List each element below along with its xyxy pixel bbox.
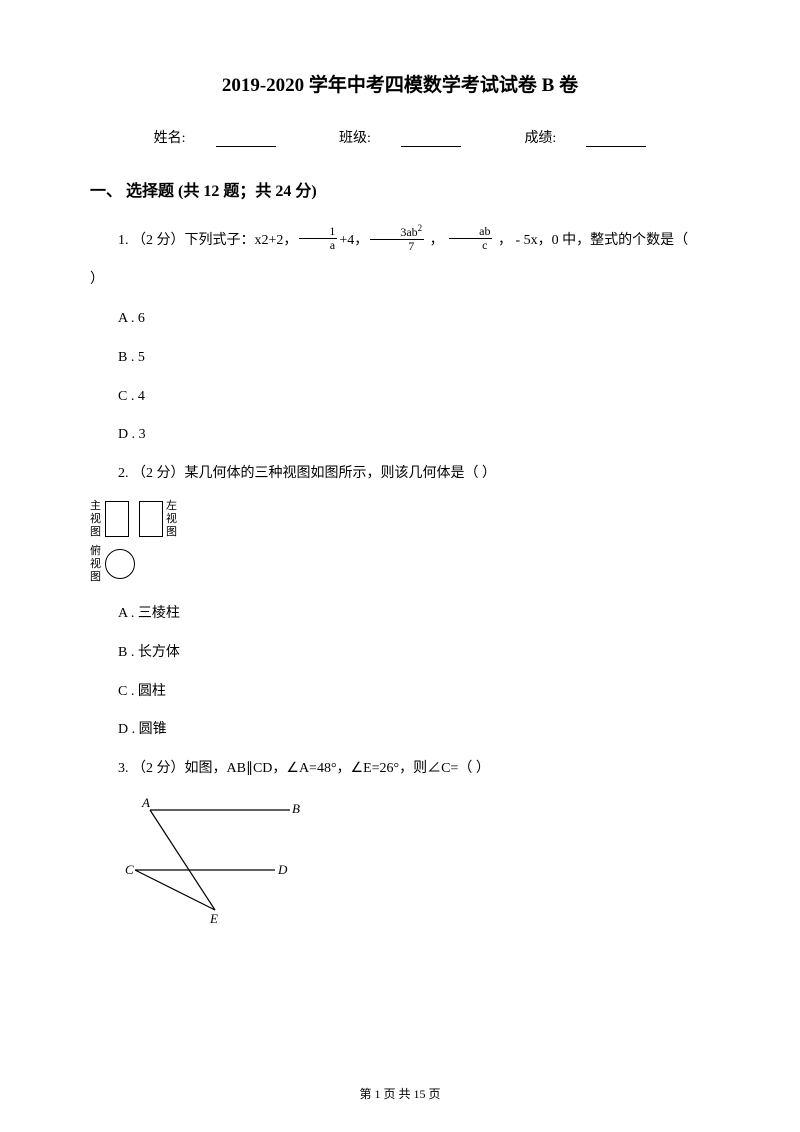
q1-option-b: B . 5 <box>90 343 710 374</box>
top-view-label: 俯视图 <box>90 545 102 584</box>
name-label: 姓名: <box>139 131 291 146</box>
score-label: 成绩: <box>509 131 661 146</box>
left-view-rect <box>139 501 163 537</box>
fraction-3: abc <box>449 225 492 252</box>
class-label: 班级: <box>324 131 476 146</box>
q1-option-d: D . 3 <box>90 420 710 451</box>
q2-option-a: A . 三棱柱 <box>90 599 710 630</box>
name-underline <box>216 133 276 147</box>
fraction-2: 3ab27 <box>370 224 424 253</box>
class-underline <box>401 133 461 147</box>
score-underline <box>586 133 646 147</box>
label-e: E <box>209 911 218 925</box>
geometry-svg: A B C D E <box>120 795 320 925</box>
page-footer: 第 1 页 共 15 页 <box>0 1085 800 1102</box>
three-views-diagram: 主视图 左视图 俯视图 <box>90 500 710 584</box>
label-b: B <box>292 801 300 816</box>
q2-option-d: D . 圆锥 <box>90 715 710 746</box>
q1-option-c: C . 4 <box>90 382 710 413</box>
front-view-label: 主视图 <box>90 500 102 539</box>
student-info-row: 姓名: 班级: 成绩: <box>90 127 710 147</box>
top-view-circle <box>105 549 135 579</box>
front-view-rect <box>105 501 129 537</box>
question-3: 3. （2 分）如图，AB∥CD，∠A=48°，∠E=26°，则∠C=（ ） <box>90 754 710 785</box>
question-2: 2. （2 分）某几何体的三种视图如图所示，则该几何体是（ ） <box>90 459 710 490</box>
label-d: D <box>277 862 288 877</box>
q2-option-b: B . 长方体 <box>90 638 710 669</box>
question-1-close: ） <box>90 267 710 292</box>
section-1-header: 一、 选择题 (共 12 题；共 24 分) <box>90 177 710 201</box>
label-a: A <box>141 795 150 810</box>
geometry-diagram: A B C D E <box>120 795 710 930</box>
label-c: C <box>125 862 134 877</box>
question-1: 1. （2 分）下列式子：x2+2，1a+4，3ab27 ， abc ， - 5… <box>90 226 710 257</box>
left-view-label: 左视图 <box>166 500 178 539</box>
fraction-1: 1a <box>299 225 337 252</box>
page-title: 2019-2020 学年中考四模数学考试试卷 B 卷 <box>90 70 710 97</box>
q2-option-c: C . 圆柱 <box>90 677 710 708</box>
q1-option-a: A . 6 <box>90 304 710 335</box>
